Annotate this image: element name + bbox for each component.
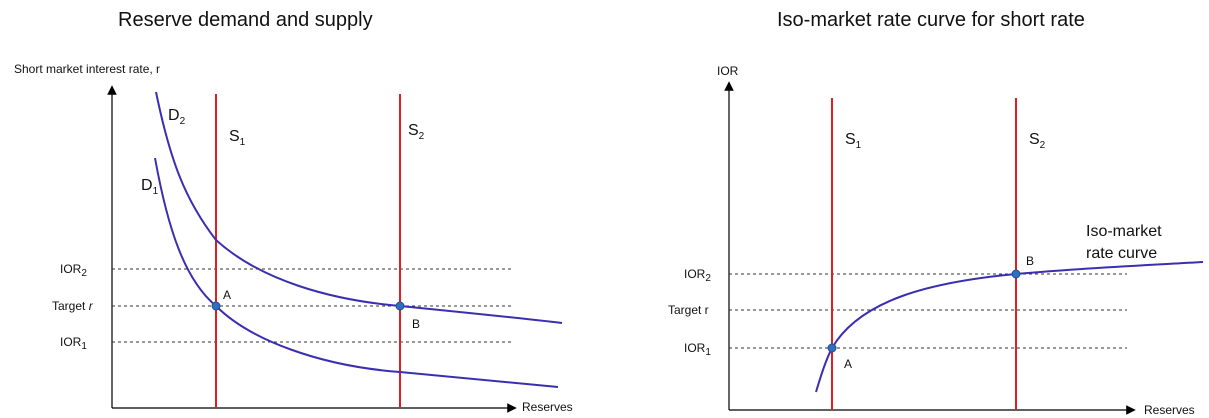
left-level-target: Target r bbox=[52, 299, 94, 313]
right-title: Iso-market rate curve for short rate bbox=[777, 9, 1085, 31]
left-title: Reserve demand and supply bbox=[118, 9, 373, 31]
right-curve-label-line1: Iso-market bbox=[1086, 223, 1162, 240]
right-x-axis-label: Reserves bbox=[1144, 403, 1195, 417]
right-point-b-label: B bbox=[1026, 254, 1034, 268]
left-label-s2: S2 bbox=[408, 122, 425, 142]
right-level-ior2: IOR2 bbox=[684, 267, 711, 284]
right-label-s2: S2 bbox=[1029, 131, 1046, 151]
left-level-ior1: IOR1 bbox=[60, 335, 87, 352]
left-level-ior2: IOR2 bbox=[60, 262, 87, 279]
left-label-s1: S1 bbox=[229, 128, 246, 148]
right-y-axis-label: IOR bbox=[717, 64, 739, 78]
left-demand-d1 bbox=[154, 157, 559, 388]
right-point-a-label: A bbox=[844, 357, 852, 371]
right-panel: Iso-market rate curve for short rate IOR… bbox=[668, 9, 1204, 417]
right-iso-curve bbox=[815, 261, 1204, 393]
right-level-ior1: IOR1 bbox=[684, 341, 711, 358]
left-point-a bbox=[211, 301, 221, 311]
right-point-a bbox=[827, 343, 837, 353]
right-level-target: Target r bbox=[668, 303, 709, 317]
right-curve-label-line2: rate curve bbox=[1086, 245, 1157, 262]
left-point-b bbox=[395, 301, 405, 311]
left-point-b-label: B bbox=[412, 317, 420, 331]
left-x-axis-label: Reserves bbox=[522, 400, 573, 414]
left-panel: Reserve demand and supply Short market i… bbox=[14, 9, 573, 414]
left-demand-d2 bbox=[155, 91, 563, 324]
left-y-axis-label: Short market interest rate, r bbox=[14, 62, 160, 76]
right-point-b bbox=[1011, 269, 1021, 279]
right-label-s1: S1 bbox=[845, 131, 862, 151]
left-label-d2: D2 bbox=[168, 107, 186, 127]
left-point-a-label: A bbox=[223, 288, 231, 302]
left-label-d1: D1 bbox=[141, 177, 159, 197]
